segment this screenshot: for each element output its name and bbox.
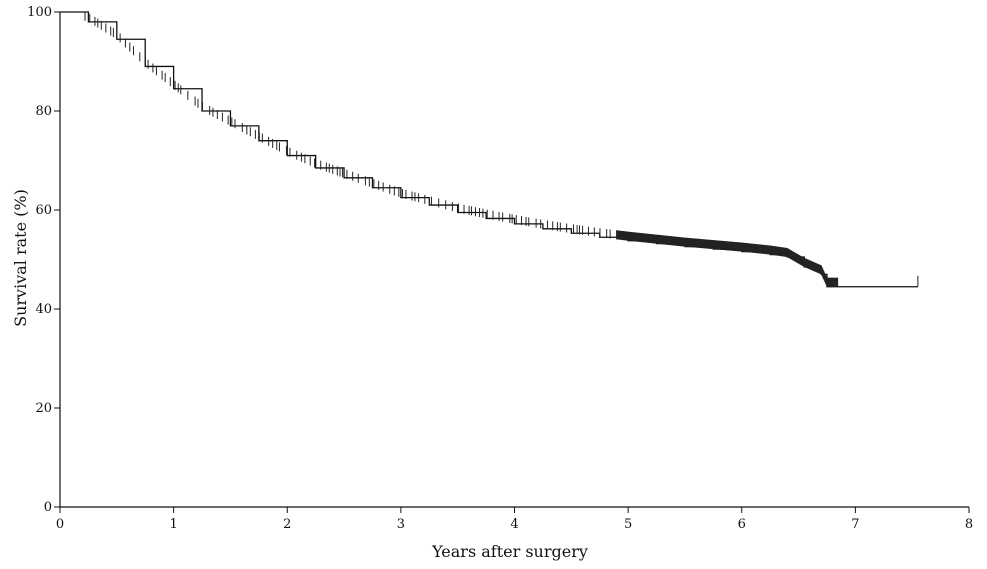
axes (59, 12, 969, 508)
x-tick-label: 1 (169, 517, 177, 532)
y-tick-label: 40 (35, 302, 52, 317)
y-tick-label: 80 (35, 104, 52, 119)
survival-curve (60, 11, 918, 288)
x-tick-label: 0 (56, 517, 64, 532)
x-axis-title: Years after surgery (431, 542, 588, 561)
plot-area (60, 11, 919, 288)
y-ticks: 0 20 40 60 80 100 (27, 5, 60, 515)
y-tick-label: 60 (35, 203, 52, 218)
x-tick-label: 8 (965, 517, 973, 532)
y-tick-label: 20 (35, 401, 52, 416)
x-ticks: 0 1 2 3 4 5 6 7 8 (56, 507, 973, 532)
x-tick-label: 2 (283, 517, 291, 532)
x-tick-label: 6 (738, 517, 746, 532)
x-tick-label: 4 (510, 517, 518, 532)
x-tick-label: 3 (397, 517, 405, 532)
x-tick-label: 5 (624, 517, 632, 532)
y-tick-label: 100 (27, 5, 52, 20)
y-axis-title: Survival rate (%) (11, 189, 30, 327)
x-tick-label: 7 (851, 517, 859, 532)
y-tick-label: 0 (44, 500, 52, 515)
